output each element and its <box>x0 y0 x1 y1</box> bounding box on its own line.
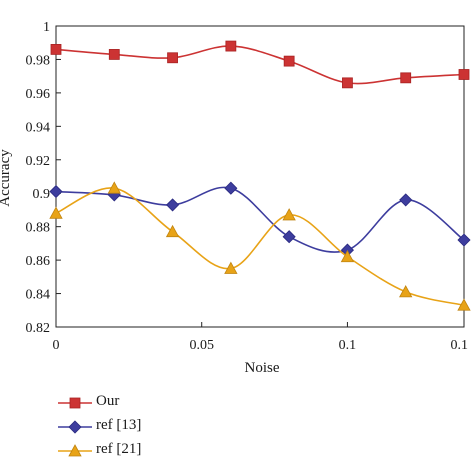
legend-swatch-ref21 <box>58 444 92 457</box>
data-point <box>340 249 355 263</box>
data-point <box>399 193 413 207</box>
data-point <box>224 181 238 195</box>
legend: Our ref [13] ref [21] <box>56 392 256 464</box>
data-point <box>49 184 63 199</box>
y-tick-label: 1 <box>43 20 50 35</box>
data-point <box>224 261 238 274</box>
legend-item-ref13: ref [13] <box>56 416 256 438</box>
data-point <box>283 55 295 67</box>
x-tick-label: 0.1 <box>451 338 469 353</box>
y-tick-label: 0.92 <box>26 154 51 169</box>
data-point <box>225 40 237 52</box>
data-point <box>282 230 296 244</box>
x-tick-label: 0.1 <box>339 338 357 353</box>
axes: 0.82 0.84 0.86 0.88 0.9 0.92 0.94 0.96 0.98 1 0 0.0… <box>26 20 469 353</box>
series-1 <box>50 40 470 89</box>
data-point <box>458 69 470 80</box>
data-point <box>342 77 353 89</box>
legend-swatch-ref13 <box>58 420 92 434</box>
y-tick-label: 0.94 <box>26 120 51 135</box>
data-point <box>457 298 471 311</box>
legend-item-our: Our <box>56 392 256 414</box>
data-point <box>400 72 412 84</box>
x-axis-label: Noise <box>245 360 280 376</box>
legend-item-ref21: ref [21] <box>56 440 256 462</box>
legend-label-our: Our <box>96 393 120 409</box>
y-tick-label: 0.96 <box>26 87 51 102</box>
data-point <box>50 44 62 55</box>
series-line <box>55 187 465 307</box>
y-tick-label: 0.88 <box>26 221 51 236</box>
axis-labels: Noise Accuracy <box>0 149 280 376</box>
data-point <box>107 181 121 194</box>
y-tick-label: 0.98 <box>26 53 51 68</box>
data-point <box>166 198 180 212</box>
data-point <box>165 224 180 238</box>
data-point <box>108 49 120 60</box>
plot-frame <box>55 25 465 328</box>
x-tick-label: 0 <box>53 338 60 353</box>
y-tick-label: 0.82 <box>26 321 51 336</box>
legend-label-ref21: ref [21] <box>96 441 142 457</box>
y-tick-label: 0.9 <box>33 187 51 202</box>
data-point <box>399 285 413 298</box>
y-tick-label: 0.84 <box>26 288 51 303</box>
series-3 <box>49 181 471 311</box>
data-point <box>282 208 296 221</box>
data-point <box>167 52 178 64</box>
legend-label-ref13: ref [13] <box>96 417 142 433</box>
data-point <box>457 233 471 247</box>
data-point <box>49 206 63 219</box>
y-tick-label: 0.86 <box>26 254 51 269</box>
y-axis-label: Accuracy <box>0 149 13 207</box>
legend-swatch-our <box>58 397 92 409</box>
series-layer <box>49 40 471 311</box>
x-tick-label: 0.05 <box>189 338 214 353</box>
